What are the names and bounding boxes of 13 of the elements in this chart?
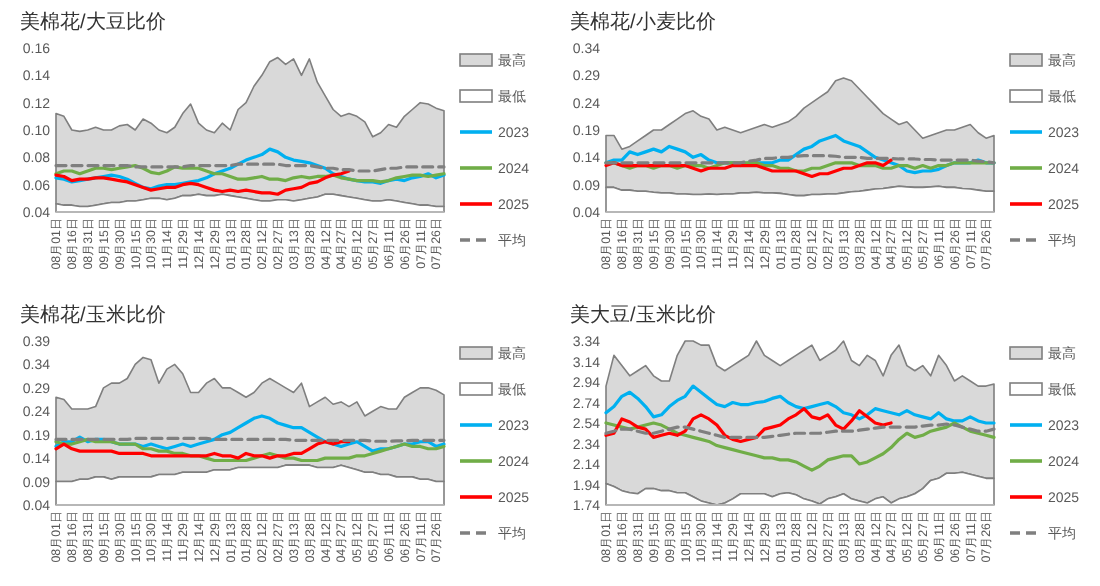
chart-title: 美棉花/小麦比价 xyxy=(570,10,716,34)
line-series xyxy=(604,384,996,425)
line-series xyxy=(54,163,446,184)
line-series xyxy=(604,407,893,444)
line-series xyxy=(54,147,446,191)
line-series xyxy=(604,158,893,179)
line-series xyxy=(54,440,351,460)
chart-title: 美棉花/玉米比价 xyxy=(20,303,166,327)
chart-title: 美大豆/玉米比价 xyxy=(570,303,716,327)
line-series xyxy=(604,421,996,472)
line-series xyxy=(54,169,351,196)
line-series xyxy=(54,437,446,463)
chart-title: 美棉花/大豆比价 xyxy=(20,10,166,34)
